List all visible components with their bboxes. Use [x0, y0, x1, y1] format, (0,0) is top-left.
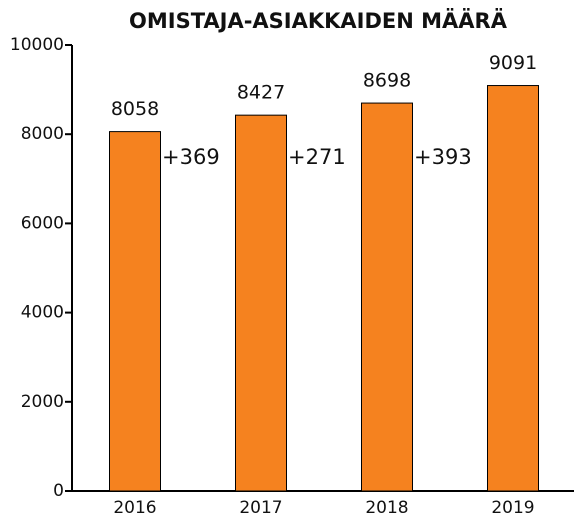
bar	[361, 102, 413, 492]
chart-title: OMISTAJA-ASIAKKAIDEN MÄÄRÄ	[129, 8, 508, 33]
bar	[487, 85, 539, 492]
bar	[235, 114, 287, 492]
value-label: 8058	[111, 98, 159, 120]
y-tick-label: 8000	[21, 124, 64, 144]
y-tick-label: 6000	[21, 213, 64, 233]
x-tick-label: 2017	[239, 498, 282, 517]
value-label: 9091	[489, 52, 537, 74]
annotation: +271	[288, 145, 346, 169]
y-tick-label: 2000	[21, 392, 64, 412]
x-tick-label: 2019	[491, 498, 534, 517]
y-tick-label: 0	[53, 481, 64, 501]
y-tick-label: 4000	[21, 303, 64, 323]
annotation: +393	[414, 145, 472, 169]
x-tick-label: 2016	[113, 498, 156, 517]
value-label: 8427	[237, 82, 285, 104]
y-tick-label: 10000	[10, 35, 64, 55]
value-label: 8698	[363, 70, 411, 92]
bar	[109, 131, 161, 492]
x-tick-label: 2018	[365, 498, 408, 517]
annotation: +369	[162, 145, 220, 169]
